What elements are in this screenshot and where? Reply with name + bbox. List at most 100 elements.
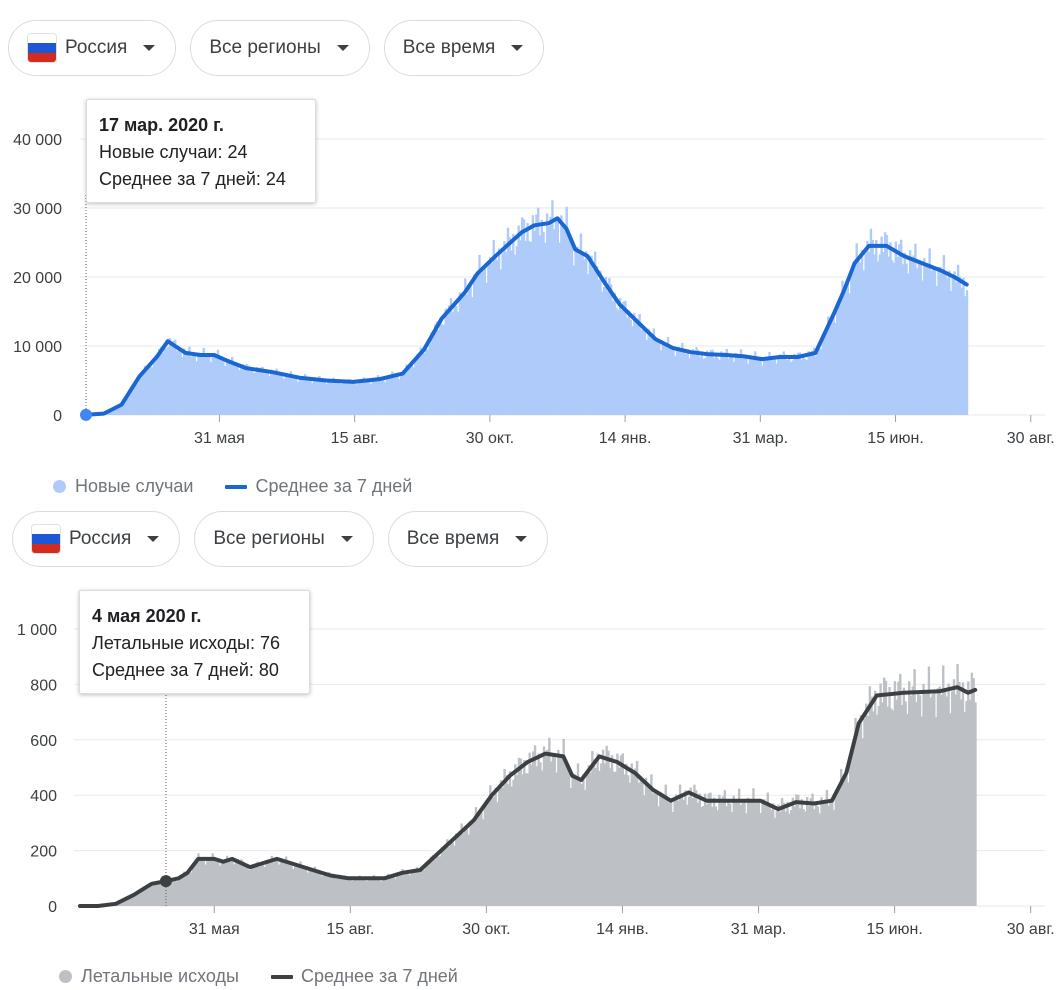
daily-bar xyxy=(232,361,236,415)
daily-bar xyxy=(472,820,476,906)
daily-bar xyxy=(522,219,526,415)
daily-bar xyxy=(238,370,241,415)
daily-bar xyxy=(300,377,303,415)
daily-bar xyxy=(800,359,803,415)
daily-bar xyxy=(804,811,807,906)
region-filter-chip[interactable]: Все регионы xyxy=(190,20,370,76)
daily-bar xyxy=(460,297,463,415)
daily-bar xyxy=(375,378,378,415)
daily-bar xyxy=(544,756,547,906)
x-tick-label: 15 июн. xyxy=(866,921,922,938)
daily-bar xyxy=(254,372,257,415)
daily-bar xyxy=(908,681,911,906)
daily-bar xyxy=(438,856,442,906)
daily-bar xyxy=(136,893,139,906)
daily-bar xyxy=(875,714,879,906)
daily-bar xyxy=(197,352,200,415)
daily-bar xyxy=(784,354,787,415)
daily-bar xyxy=(734,352,737,415)
daily-bar xyxy=(802,353,805,415)
daily-bar xyxy=(333,875,336,906)
daily-bar xyxy=(195,861,198,906)
daily-bar xyxy=(768,351,771,415)
daily-bar xyxy=(585,251,588,415)
legend-line-label[interactable]: Среднее за 7 дней xyxy=(255,476,413,496)
daily-bar xyxy=(351,380,355,415)
daily-bar xyxy=(850,271,853,415)
daily-bar xyxy=(832,315,835,415)
daily-bar xyxy=(392,376,396,415)
daily-bar xyxy=(943,690,947,906)
daily-bar xyxy=(211,354,214,415)
deaths-panel: Россия Все регионы Все время 0 200 400 600 8… xyxy=(0,505,1064,990)
daily-bar xyxy=(819,349,823,415)
daily-bar xyxy=(759,357,762,415)
daily-bar xyxy=(273,371,277,415)
daily-bar xyxy=(524,773,528,906)
daily-bar xyxy=(570,239,574,415)
daily-bar xyxy=(268,375,271,415)
daily-bar xyxy=(791,360,794,415)
daily-bar xyxy=(202,858,206,906)
daily-bar xyxy=(344,875,347,906)
daily-bar xyxy=(531,215,535,415)
daily-bar xyxy=(345,879,349,906)
daily-bar xyxy=(641,782,644,906)
daily-bar xyxy=(424,343,428,415)
daily-bar xyxy=(349,879,352,906)
daily-bar xyxy=(729,354,732,415)
daily-bar xyxy=(936,688,940,906)
daily-bar xyxy=(368,381,371,415)
daily-bar xyxy=(295,376,298,415)
region-filter-chip[interactable]: Все регионы xyxy=(194,511,374,567)
daily-bar xyxy=(695,347,698,415)
daily-bar xyxy=(343,379,346,415)
cases-chart[interactable]: 0 10 000 20 000 30 000 40 000 31 мая 15 авг. 30… xyxy=(0,0,1064,505)
daily-bar xyxy=(718,794,721,906)
daily-bar xyxy=(587,765,590,906)
country-filter-label: Россия xyxy=(65,37,128,58)
y-tick-label: 200 xyxy=(30,844,57,861)
daily-bar xyxy=(304,866,308,906)
daily-bar xyxy=(231,357,234,415)
legend-bars-label[interactable]: Новые случаи xyxy=(75,476,194,496)
daily-bar xyxy=(691,349,695,415)
daily-bar xyxy=(583,259,586,415)
daily-bar xyxy=(455,306,458,415)
time-filter-chip[interactable]: Все время xyxy=(387,511,549,567)
daily-bar xyxy=(940,273,944,415)
daily-bar xyxy=(786,801,789,906)
daily-bar xyxy=(184,875,188,906)
legend-bars-label[interactable]: Летальные исходы xyxy=(81,966,239,986)
daily-bar xyxy=(293,376,296,415)
daily-bar xyxy=(328,378,332,415)
daily-bar xyxy=(392,874,395,906)
country-filter-chip[interactable]: Россия xyxy=(8,20,177,76)
daily-bar xyxy=(757,359,761,415)
daily-bar xyxy=(241,364,245,415)
daily-bar xyxy=(469,820,472,906)
daily-bar xyxy=(846,279,849,415)
daily-bar xyxy=(263,866,266,906)
daily-bar xyxy=(191,864,195,906)
daily-bar xyxy=(643,795,646,906)
daily-bar xyxy=(376,878,379,906)
daily-bar xyxy=(170,881,173,906)
deaths-chart[interactable]: 0 200 400 600 800 1 000 31 мая 15 авг. 30 окт. 14… xyxy=(0,505,1064,990)
daily-bar xyxy=(485,282,488,415)
chevron-down-icon xyxy=(515,536,528,542)
daily-bar xyxy=(268,859,272,906)
daily-bar xyxy=(655,791,658,906)
daily-bar xyxy=(593,251,597,415)
daily-bar xyxy=(120,404,124,415)
country-filter-chip[interactable]: Россия xyxy=(12,511,181,567)
daily-bar xyxy=(279,858,283,906)
daily-bar xyxy=(129,387,132,415)
daily-bar xyxy=(779,811,782,906)
daily-bar xyxy=(378,878,381,906)
legend-line-label[interactable]: Среднее за 7 дней xyxy=(300,966,458,986)
daily-bar xyxy=(213,858,216,906)
time-filter-chip[interactable]: Все время xyxy=(383,20,545,76)
daily-bar xyxy=(173,880,177,906)
daily-bar xyxy=(283,860,286,906)
